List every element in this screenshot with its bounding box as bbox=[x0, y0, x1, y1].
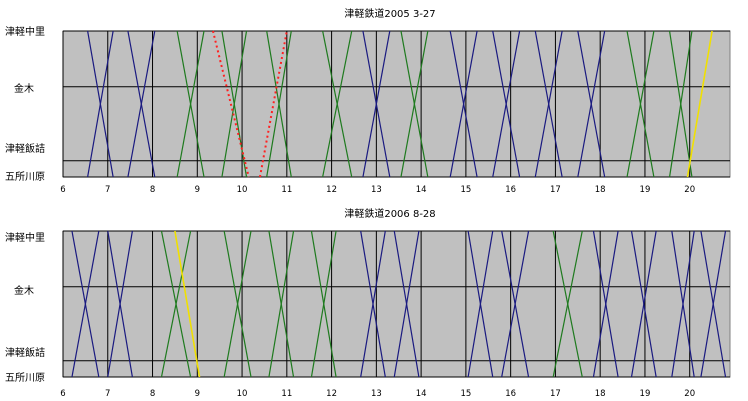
train-line-stove bbox=[266, 30, 292, 178]
train-line-ordinary bbox=[362, 30, 391, 178]
train-line-ordinary bbox=[492, 30, 521, 178]
x-tick-label: 12 bbox=[326, 185, 337, 195]
chart-title-bottom: 津軽鉄道2006 8-28 bbox=[344, 207, 435, 220]
train-line-stove bbox=[310, 230, 337, 378]
train-line-stove bbox=[221, 30, 248, 178]
train-line-stove bbox=[668, 30, 693, 178]
chart-title-top: 津軽鉄道2005 3-27 bbox=[344, 7, 435, 20]
x-tick-label: 14 bbox=[416, 389, 427, 399]
train-line-ordinary bbox=[630, 230, 657, 378]
x-tick-label: 13 bbox=[371, 185, 382, 195]
station-label: 金木 bbox=[14, 284, 34, 297]
train-line-ordinary bbox=[360, 230, 386, 378]
train-line-ordinary bbox=[467, 230, 494, 378]
x-tick-label: 16 bbox=[505, 389, 516, 399]
plot-area-top bbox=[62, 30, 731, 178]
series-bottom bbox=[71, 230, 727, 378]
x-tick-label: 15 bbox=[460, 389, 471, 399]
x-tick-label: 20 bbox=[684, 185, 695, 195]
train-line-stove bbox=[552, 230, 583, 378]
x-tick-label: 13 bbox=[371, 389, 382, 399]
station-label: 金木 bbox=[14, 82, 34, 95]
x-tick-label: 10 bbox=[237, 389, 248, 399]
train-line-ordinary bbox=[71, 230, 100, 378]
train-line-stove bbox=[223, 230, 252, 378]
x-tick-label: 15 bbox=[460, 185, 471, 195]
train-line-ordinary bbox=[700, 230, 727, 378]
train-line-stove bbox=[176, 30, 205, 178]
station-label: 五所川原 bbox=[5, 372, 45, 384]
train-line-ordinary bbox=[449, 30, 478, 178]
x-tick-label: 17 bbox=[550, 185, 561, 195]
train-line-ordinary bbox=[501, 230, 530, 378]
train-line-ordinary bbox=[87, 30, 114, 178]
train-line-stove bbox=[322, 30, 353, 178]
x-tick-label: 14 bbox=[416, 185, 427, 195]
grid-bottom bbox=[62, 230, 730, 378]
x-tick-label: 10 bbox=[237, 185, 248, 195]
x-tick-label: 11 bbox=[281, 185, 292, 195]
x-tick-label: 19 bbox=[640, 185, 651, 195]
train-line-rabbit bbox=[174, 230, 201, 378]
train-line-ordinary bbox=[671, 230, 695, 378]
train-line-rabbit bbox=[686, 30, 713, 178]
x-tick-label: 6 bbox=[60, 185, 65, 195]
x-tick-label: 9 bbox=[195, 185, 200, 195]
train-line-stove bbox=[160, 230, 192, 378]
station-label: 五所川原 bbox=[5, 171, 45, 183]
train-line-ordinary bbox=[107, 230, 133, 378]
train-line-stove bbox=[626, 30, 655, 178]
station-label: 津軽飯詰 bbox=[5, 142, 45, 155]
x-tick-label: 18 bbox=[595, 389, 606, 399]
train-line-ordinary bbox=[577, 30, 606, 178]
x-tick-label: 8 bbox=[150, 389, 155, 399]
plot-area-bottom bbox=[62, 230, 731, 378]
x-tick-label: 16 bbox=[505, 185, 516, 195]
x-tick-label: 17 bbox=[550, 389, 561, 399]
station-label: 津軽中里 bbox=[5, 25, 45, 38]
station-label: 津軽飯詰 bbox=[5, 346, 45, 359]
x-tick-label: 20 bbox=[684, 389, 695, 399]
x-tick-label: 19 bbox=[640, 389, 651, 399]
train-line-ordinary bbox=[592, 230, 619, 378]
x-tick-label: 6 bbox=[60, 389, 65, 399]
train-line-ordinary bbox=[534, 30, 563, 178]
train-line-ordinary bbox=[393, 230, 420, 378]
x-axis-ticks-bottom: 6 7 8 9 10 11 12 13 14 15 16 17 18 19 20 bbox=[60, 389, 695, 399]
x-tick-label: 7 bbox=[105, 389, 110, 399]
series-top bbox=[87, 30, 713, 178]
train-line-special bbox=[211, 30, 250, 178]
x-tick-label: 11 bbox=[281, 389, 292, 399]
station-label: 津軽中里 bbox=[5, 231, 45, 244]
x-tick-label: 8 bbox=[150, 185, 155, 195]
x-tick-label: 18 bbox=[595, 185, 606, 195]
x-tick-label: 12 bbox=[326, 389, 337, 399]
train-line-stove bbox=[268, 230, 295, 378]
train-line-stove bbox=[400, 30, 429, 178]
x-axis-ticks-top: 6 7 8 9 10 11 12 13 14 15 16 17 18 19 20 bbox=[60, 185, 695, 195]
x-tick-label: 9 bbox=[195, 389, 200, 399]
x-tick-label: 7 bbox=[105, 185, 110, 195]
train-line-ordinary bbox=[127, 30, 156, 178]
